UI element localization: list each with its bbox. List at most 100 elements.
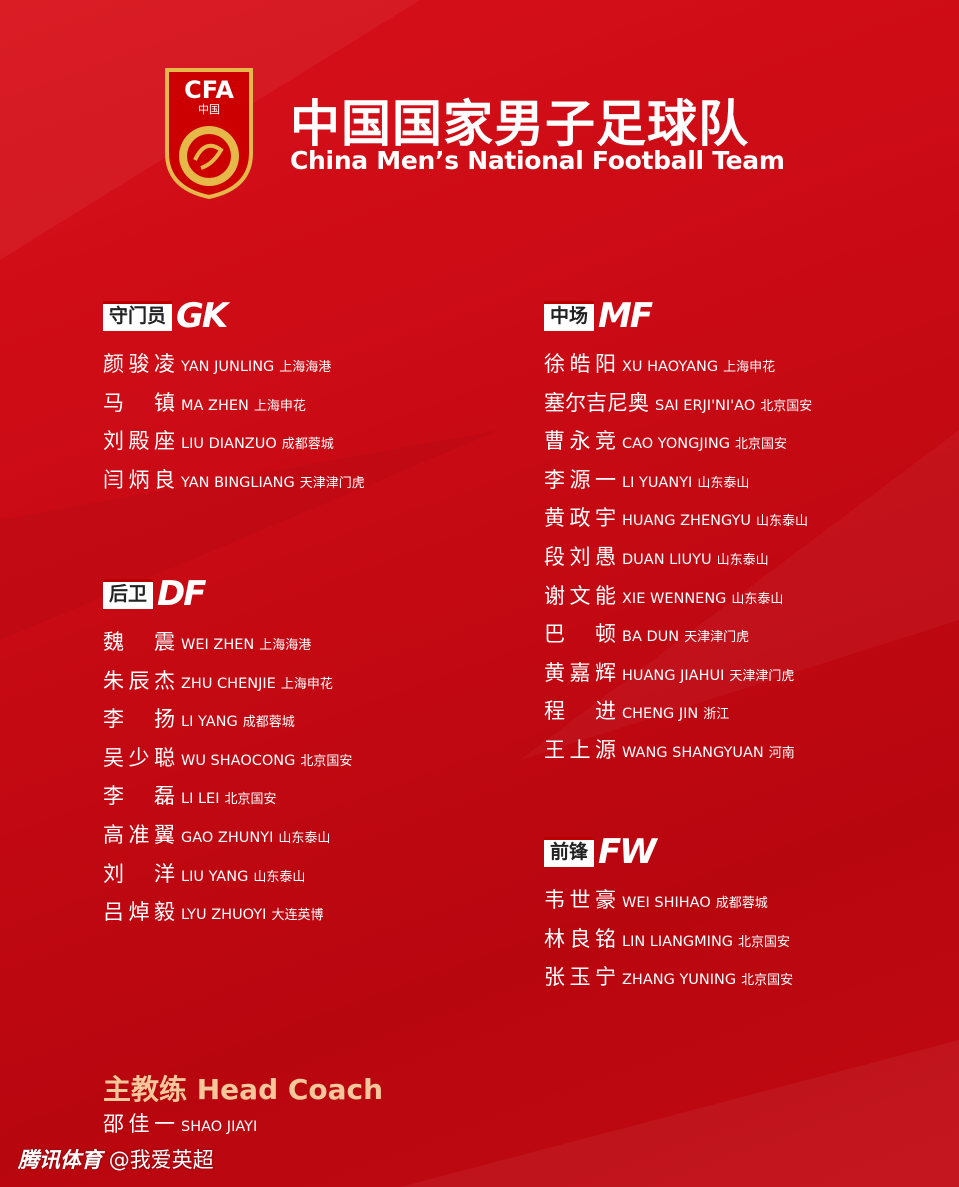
player-name-pinyin: YAN JUNLING: [181, 359, 275, 375]
player-name-pinyin: GAO ZHUNYI: [181, 829, 274, 846]
player-club: 河南: [768, 745, 795, 761]
player-name-cn: 曹永竞: [544, 429, 616, 454]
player-name-cn: 吕焯毅: [103, 900, 175, 925]
player-club: 浙江: [703, 707, 730, 723]
player-row: 吕焯毅 LYU ZHUOYI 大连英博: [103, 896, 352, 935]
section-label-text: 前锋: [550, 841, 589, 863]
player-name-pinyin: WU SHAOCONG: [181, 752, 296, 769]
section-abbr: MF: [598, 296, 653, 336]
player-club: 北京国安: [738, 934, 791, 950]
player-club: 成都蓉城: [715, 896, 768, 911]
section-label: 中场: [544, 301, 595, 331]
section-label-text: 后卫: [109, 583, 148, 605]
player-club: 北京国安: [735, 437, 788, 453]
svg-text:CFA: CFA: [184, 76, 234, 104]
player-row: 谢文能 XIE WENNENG 山东泰山: [544, 580, 812, 619]
player-name-pinyin: LI LEI: [181, 791, 220, 808]
section-midfielders: 中场 MF 徐皓阳 XU HAOYANG 上海申花 塞尔吉尼奥 SAI ERJI…: [544, 298, 812, 773]
player-row: 刘殿座 LIU DIANZUO 成都蓉城: [103, 425, 365, 464]
player-name-pinyin: WANG SHANGYUAN: [622, 744, 764, 761]
player-name-cn: 朱辰杰: [103, 668, 175, 693]
section-label-text: 中场: [550, 305, 589, 327]
player-name-pinyin: WEI SHIHAO: [622, 895, 711, 911]
player-name-cn: 吴少聪: [103, 745, 175, 770]
player-row: 王上源 WANG SHANGYUAN 河南: [544, 734, 812, 773]
player-club: 北京国安: [300, 753, 353, 769]
player-row: 韦世豪 WEI SHIHAO 成都蓉城: [544, 884, 793, 923]
title-english: China Men’s National Football Team: [290, 146, 785, 175]
player-name-cn: 张玉宁: [544, 965, 616, 990]
section-header: 前锋 FW: [544, 834, 793, 870]
player-name-pinyin: XIE WENNENG: [622, 590, 727, 607]
player-row: 徐皓阳 XU HAOYANG 上海申花: [544, 348, 812, 387]
player-club: 大连英博: [271, 908, 324, 924]
player-club: 山东泰山: [697, 475, 750, 491]
player-name-pinyin: SAI ERJI'NI'AO: [655, 397, 756, 414]
section-label-text: 守门员: [109, 305, 167, 327]
player-name-pinyin: LI YANG: [181, 714, 238, 731]
player-name-pinyin: BA DUN: [622, 629, 680, 646]
section-label: 后卫: [103, 579, 154, 609]
player-row: 马镇 MA ZHEN 上海申花: [103, 387, 365, 426]
player-name-cn: 颜骏凌: [103, 352, 175, 376]
player-row: 黄嘉辉 HUANG JIAHUI 天津津门虎: [544, 657, 812, 696]
player-club: 成都蓉城: [242, 715, 295, 731]
title-chinese: 中国国家男子足球队: [290, 95, 749, 153]
player-club: 上海海港: [259, 638, 312, 653]
player-row: 颜骏凌 YAN JUNLING 上海海港: [103, 348, 365, 387]
player-club: 天津津门虎: [729, 668, 795, 684]
player-row: 刘洋 LIU YANG 山东泰山: [103, 858, 352, 897]
player-club: 北京国安: [741, 973, 794, 989]
player-name-pinyin: YAN BINGLIANG: [181, 474, 295, 491]
section-header: 中场 MF: [544, 298, 812, 334]
player-name-cn: 李扬: [103, 707, 175, 732]
player-row: 高准翼 GAO ZHUNYI 山东泰山: [103, 819, 352, 858]
player-name-cn: 高准翼: [103, 822, 175, 847]
head-coach-heading: 主教练 Head Coach: [103, 1073, 384, 1106]
player-name-cn: 刘殿座: [103, 429, 175, 454]
player-name-cn: 谢文能: [544, 583, 616, 608]
player-club: 山东泰山: [731, 591, 784, 607]
player-club: 成都蓉城: [281, 437, 334, 453]
player-name-pinyin: LIN LIANGMING: [622, 933, 734, 950]
section-label: 前锋: [544, 837, 595, 867]
player-name-pinyin: HUANG ZHENGYU: [622, 513, 751, 530]
player-name-cn: 闫炳良: [103, 467, 175, 492]
player-name-cn: 魏震: [103, 630, 175, 654]
player-name-pinyin: CHENG JIN: [622, 706, 699, 723]
section-abbr: FW: [598, 832, 657, 872]
player-club: 天津津门虎: [299, 475, 365, 491]
player-name-pinyin: LYU ZHUOYI: [181, 907, 267, 924]
player-row: 闫炳良 YAN BINGLIANG 天津津门虎: [103, 464, 365, 503]
player-name-cn: 黄政宇: [544, 506, 616, 531]
player-row: 巴顿 BA DUN 天津津门虎: [544, 618, 812, 657]
player-club: 山东泰山: [716, 552, 769, 568]
coach-name-cn: 邵佳一: [103, 1112, 175, 1136]
player-name-cn: 林良铭: [544, 926, 616, 951]
player-name-cn: 巴顿: [544, 622, 616, 647]
player-row: 朱辰杰 ZHU CHENJIE 上海申花: [103, 665, 352, 704]
watermark: 腾讯体育 @我爱英超: [18, 1144, 214, 1174]
player-club: 天津津门虎: [684, 630, 750, 646]
player-row: 段刘愚 DUAN LIUYU 山东泰山: [544, 541, 812, 580]
player-name-cn: 段刘愚: [544, 544, 616, 569]
player-name-pinyin: LI YUANYI: [622, 474, 693, 491]
player-name-pinyin: XU HAOYANG: [622, 359, 719, 375]
player-name-pinyin: ZHU CHENJIE: [181, 675, 276, 692]
svg-text:中国: 中国: [198, 103, 220, 116]
section-abbr: DF: [157, 574, 206, 614]
coach-row: 邵佳一 SHAO JIAYI: [103, 1108, 262, 1147]
watermark-brand: 腾讯体育: [18, 1148, 102, 1172]
player-row: 李扬 LI YANG 成都蓉城: [103, 703, 352, 742]
player-name-cn: 李源一: [544, 467, 616, 492]
player-club: 北京国安: [224, 792, 277, 808]
player-row: 张玉宁 ZHANG YUNING 北京国安: [544, 961, 793, 1000]
player-name-pinyin: MA ZHEN: [181, 397, 249, 414]
player-name-cn: 刘洋: [103, 861, 175, 886]
player-name-pinyin: CAO YONGJING: [622, 436, 731, 453]
section-abbr: GK: [176, 296, 228, 336]
player-name-cn: 黄嘉辉: [544, 660, 616, 685]
player-row: 曹永竞 CAO YONGJING 北京国安: [544, 425, 812, 464]
player-club: 上海申花: [723, 360, 776, 375]
player-name-cn: 徐皓阳: [544, 352, 616, 376]
